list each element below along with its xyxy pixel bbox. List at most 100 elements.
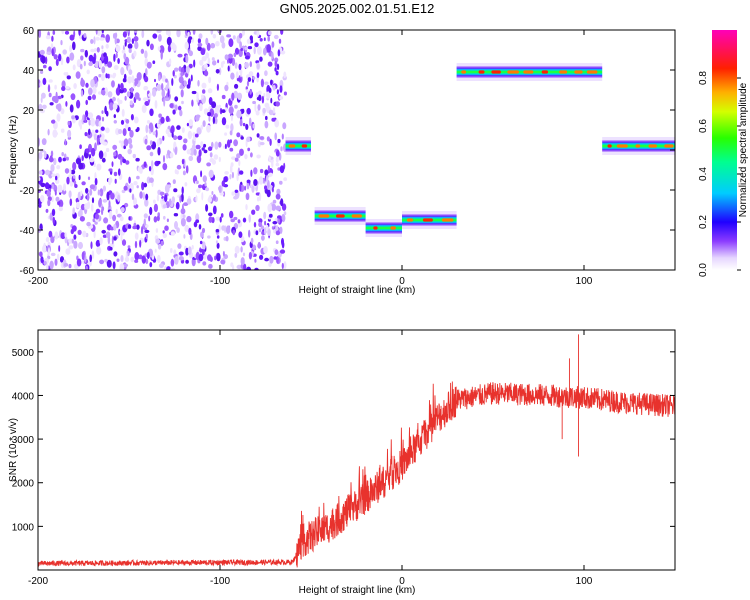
noise-speckle <box>227 53 233 59</box>
noise-speckle <box>60 108 65 115</box>
noise-speckle <box>39 251 43 257</box>
noise-speckle <box>207 112 212 117</box>
noise-speckle <box>267 165 270 172</box>
noise-speckle <box>72 175 76 179</box>
noise-speckle <box>204 182 207 187</box>
noise-speckle <box>274 60 278 68</box>
noise-speckle <box>133 36 139 42</box>
noise-speckle <box>267 203 273 213</box>
snr-series-line <box>38 334 675 568</box>
noise-speckle <box>238 32 243 39</box>
noise-speckle <box>208 212 213 217</box>
colorbar-label: Normalized spectral amplitude <box>738 82 749 217</box>
noise-speckle <box>78 162 84 170</box>
noise-speckle <box>271 41 275 48</box>
noise-speckle <box>92 94 96 100</box>
noise-speckle <box>56 165 61 170</box>
noise-speckle <box>84 49 89 58</box>
noise-speckle <box>43 150 47 159</box>
noise-speckle <box>234 83 239 89</box>
track-peak <box>523 70 534 74</box>
noise-speckle <box>154 78 156 83</box>
noise-speckle <box>141 226 143 235</box>
spectrogram-x-label: Height of straight line (km) <box>299 285 416 296</box>
noise-speckle <box>133 181 138 186</box>
noise-speckle <box>247 147 251 152</box>
noise-speckle <box>264 169 269 176</box>
noise-speckle <box>263 47 267 56</box>
noise-speckle <box>166 36 172 46</box>
noise-speckle <box>48 79 53 83</box>
noise-speckle <box>262 107 266 114</box>
noise-speckle <box>145 124 149 134</box>
track-peak <box>607 144 612 148</box>
noise-speckle <box>241 108 245 114</box>
noise-speckle <box>45 208 49 213</box>
noise-speckle <box>282 122 287 130</box>
noise-speckle <box>277 215 282 220</box>
noise-speckle <box>219 35 225 44</box>
noise-speckle <box>68 190 72 198</box>
noise-speckle <box>112 144 118 150</box>
noise-speckle <box>193 148 197 156</box>
noise-speckle <box>142 191 145 200</box>
noise-speckle <box>174 221 178 230</box>
noise-speckle <box>167 133 173 138</box>
noise-speckle <box>123 73 127 81</box>
noise-speckle <box>98 91 102 95</box>
noise-speckle <box>160 240 165 246</box>
noise-speckle <box>272 107 276 114</box>
noise-speckle <box>68 238 73 244</box>
noise-speckle <box>162 163 168 171</box>
noise-speckle <box>122 263 129 268</box>
noise-speckle <box>126 91 131 98</box>
noise-speckle <box>79 63 83 70</box>
noise-speckle <box>257 241 261 249</box>
noise-speckle <box>233 195 239 200</box>
noise-speckle <box>123 185 128 191</box>
noise-speckle <box>283 71 287 79</box>
noise-speckle <box>174 104 178 111</box>
noise-speckle <box>174 256 179 265</box>
noise-speckle <box>179 109 183 117</box>
noise-speckle <box>136 175 140 180</box>
noise-speckle <box>61 86 66 92</box>
noise-speckle <box>115 208 118 215</box>
noise-speckle <box>163 215 166 220</box>
track-peak <box>461 70 467 74</box>
noise-speckle <box>56 113 61 122</box>
noise-speckle <box>96 137 100 146</box>
noise-speckle <box>271 186 274 193</box>
noise-speckle <box>125 252 128 261</box>
noise-speckle <box>171 196 175 204</box>
noise-speckle <box>136 72 142 81</box>
noise-speckle <box>121 108 125 117</box>
noise-speckle <box>184 224 190 233</box>
noise-speckle <box>239 118 243 127</box>
noise-speckle <box>63 153 67 159</box>
noise-speckle <box>176 125 181 130</box>
noise-speckle <box>246 179 251 184</box>
noise-speckle <box>236 132 241 138</box>
noise-speckle <box>254 267 259 270</box>
noise-speckle <box>145 193 149 201</box>
noise-speckle <box>188 119 194 127</box>
noise-speckle <box>233 90 239 99</box>
noise-speckle <box>87 176 91 181</box>
noise-speckle <box>61 30 65 35</box>
noise-speckle <box>248 71 254 77</box>
noise-speckle <box>115 128 120 136</box>
noise-speckle <box>72 41 76 51</box>
track-peak <box>406 218 414 222</box>
noise-speckle <box>69 198 73 206</box>
noise-speckle <box>53 96 59 104</box>
noise-speckle <box>280 30 284 35</box>
noise-speckle <box>90 118 96 127</box>
noise-speckle <box>175 170 179 175</box>
noise-speckle <box>143 218 146 226</box>
noise-speckle <box>112 102 118 110</box>
noise-speckle <box>143 86 147 91</box>
noise-speckle <box>230 114 233 122</box>
colorbar: 0.0 0.2 0.4 0.6 0.8 Normalized spectral ampl… <box>698 30 749 277</box>
noise-speckle <box>119 263 125 270</box>
